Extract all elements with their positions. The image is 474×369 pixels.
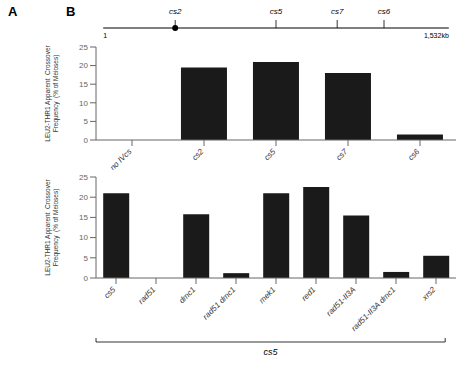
html-text:B: B [66,4,76,19]
svg-text:20: 20 [79,61,88,70]
svg-text:cs5: cs5 [270,7,283,16]
html-text:A: A [8,4,18,19]
svg-text:LEU2-THR1 Apparent CrossoverF: LEU2-THR1 Apparent CrossoverFrequency (%… [44,178,60,275]
svg-text:cs2: cs2 [169,7,182,16]
svg-text:cs7: cs7 [331,7,344,16]
svg-text:15: 15 [79,80,88,89]
svg-text:15: 15 [79,213,88,222]
svg-text:no IVcs: no IVcs [108,147,133,170]
svg-text:cs2: cs2 [190,147,206,163]
svg-text:5: 5 [84,254,89,263]
svg-text:1: 1 [103,32,107,39]
svg-text:rad51: rad51 [137,285,158,306]
svg-text:rad51 dmc1: rad51 dmc1 [201,285,237,321]
svg-text:rad51-II3A: rad51-II3A [325,285,358,318]
svg-text:mek1: mek1 [257,285,277,305]
svg-text:cs5: cs5 [102,285,118,301]
svg-text:cs5: cs5 [262,147,278,163]
svg-text:rad51-II3A dmc1: rad51-II3A dmc1 [349,285,397,333]
svg-text:dmc1: dmc1 [177,285,197,305]
svg-text:20: 20 [79,193,88,202]
svg-text:0: 0 [84,274,89,283]
svg-text:cs7: cs7 [334,147,350,163]
svg-text:10: 10 [79,99,88,108]
svg-text:LEU2-THR1 Apparent CrossoverF: LEU2-THR1 Apparent CrossoverFrequency (%… [44,44,60,141]
svg-text:0: 0 [84,136,89,145]
svg-text:cs6: cs6 [378,7,391,16]
svg-text:25: 25 [79,43,88,52]
svg-text:cs5: cs5 [264,347,279,357]
svg-text:cs6: cs6 [406,147,422,163]
svg-text:red1: red1 [300,285,318,303]
svg-text:5: 5 [84,117,89,126]
svg-text:25: 25 [79,173,88,182]
svg-text:1,532kb: 1,532kb [424,32,449,39]
svg-text:xrs2: xrs2 [420,285,438,303]
svg-text:10: 10 [79,233,88,242]
